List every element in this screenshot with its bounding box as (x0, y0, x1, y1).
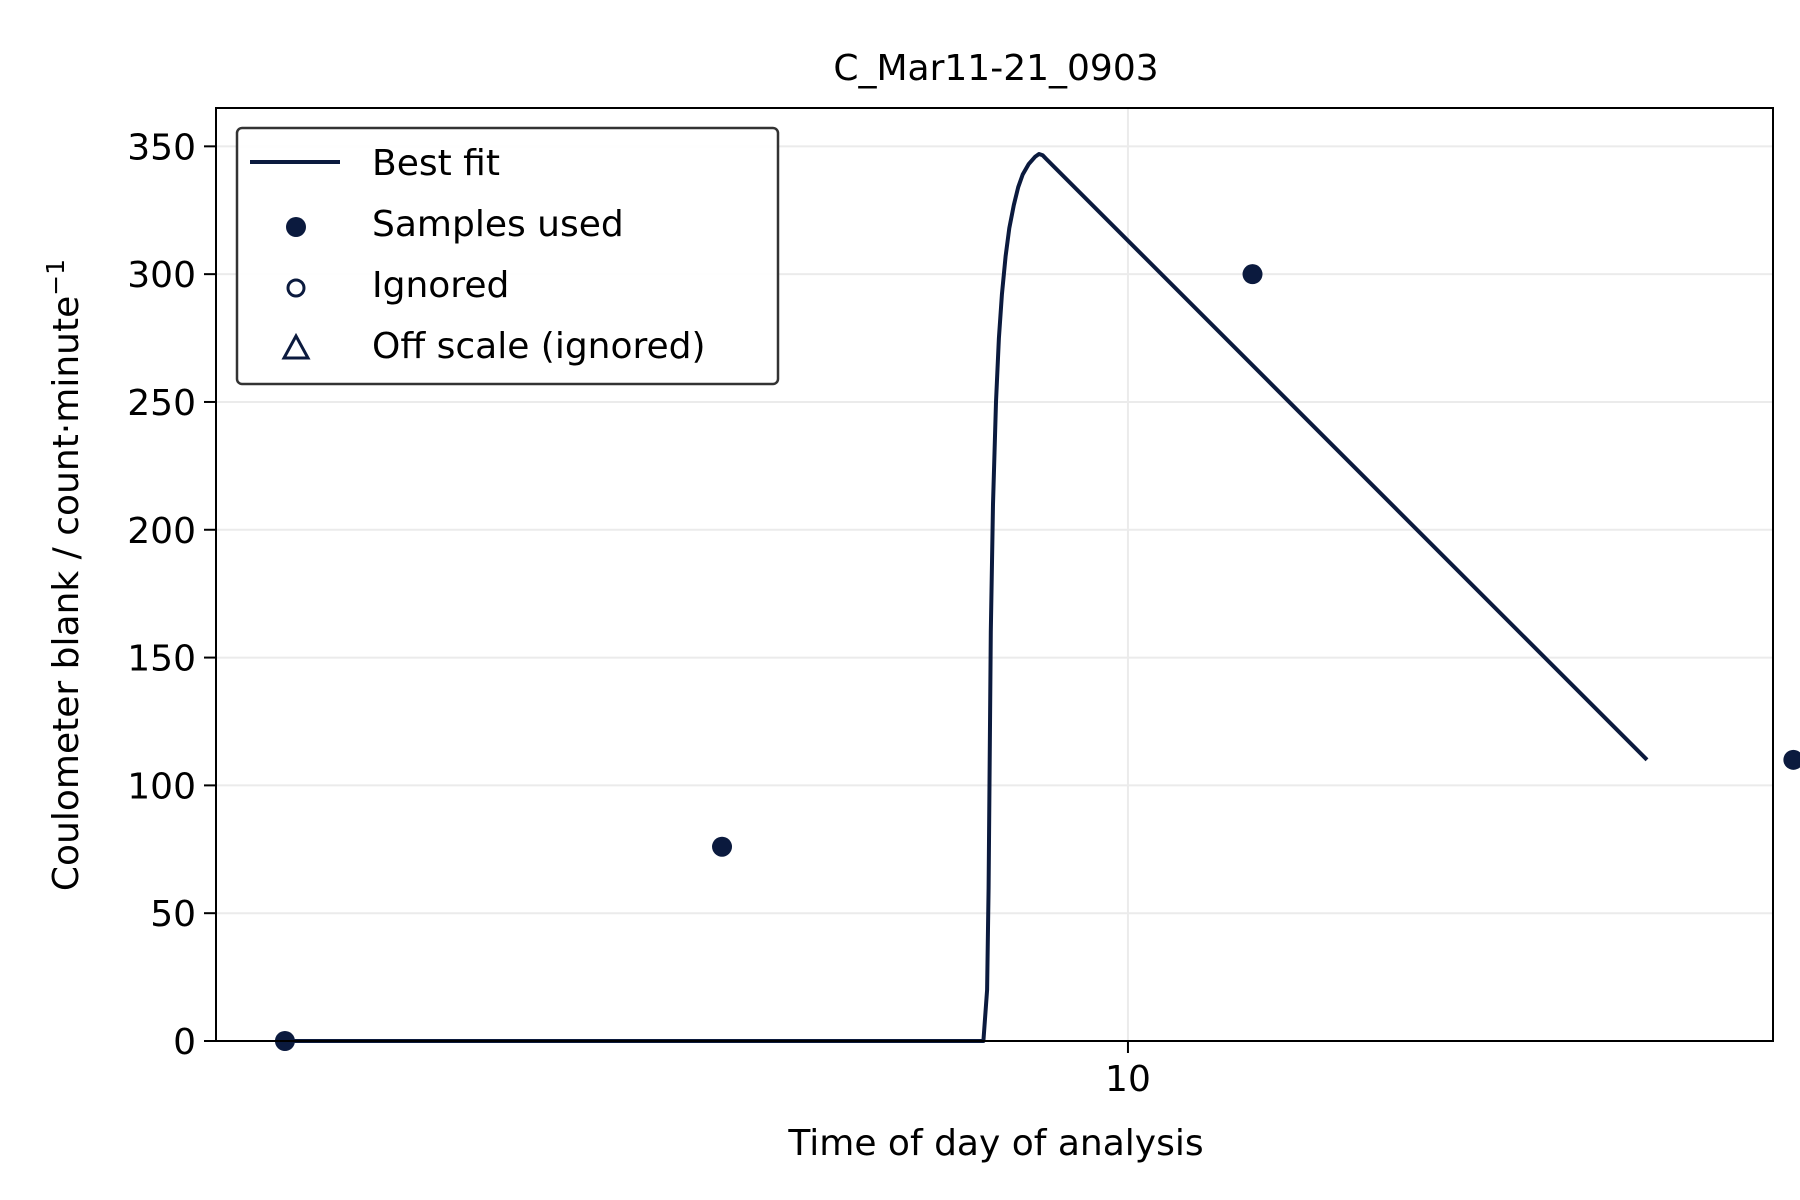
axis-ticks: 0 50 100 150 200 250 300 350 10 (127, 127, 1151, 1100)
y-axis-label: Coulometer blank / count·minute−1 (41, 259, 87, 891)
y-tick-label: 150 (127, 639, 196, 680)
x-axis-label: Time of day of analysis (787, 1123, 1203, 1164)
best-fit-line (285, 152, 1649, 1043)
y-tick-label: 250 (127, 383, 196, 424)
legend-ignored-marker (286, 278, 306, 298)
y-axis-label-main: Coulometer blank / count·minute (46, 296, 87, 891)
legend: Best fit Samples used Ignored Off scale … (235, 126, 780, 386)
sample-used-point (1242, 264, 1263, 285)
legend-best-fit-label: Best fit (372, 143, 500, 184)
y-tick-label: 100 (127, 766, 196, 807)
y-tick-label: 200 (127, 511, 196, 552)
legend-samples-used-label: Samples used (372, 204, 624, 245)
x-tick-label: 10 (1105, 1059, 1151, 1100)
y-tick-label: 300 (127, 255, 196, 296)
chart-title: C_Mar11-21_0903 (833, 48, 1158, 89)
legend-box (235, 126, 780, 386)
y-tick-label: 0 (173, 1022, 196, 1063)
legend-off-scale-marker (281, 332, 311, 360)
y-tick-label: 50 (150, 894, 196, 935)
legend-samples-used-marker (286, 217, 306, 237)
plot-frame (215, 107, 1774, 1042)
y-tick-label: 350 (127, 127, 196, 168)
y-axis-label-exponent: −1 (41, 259, 70, 296)
legend-ignored-label: Ignored (372, 265, 509, 306)
legend-off-scale-label: Off scale (ignored) (372, 326, 706, 367)
sample-used-point (712, 836, 733, 857)
sample-used-point (1783, 749, 1800, 770)
